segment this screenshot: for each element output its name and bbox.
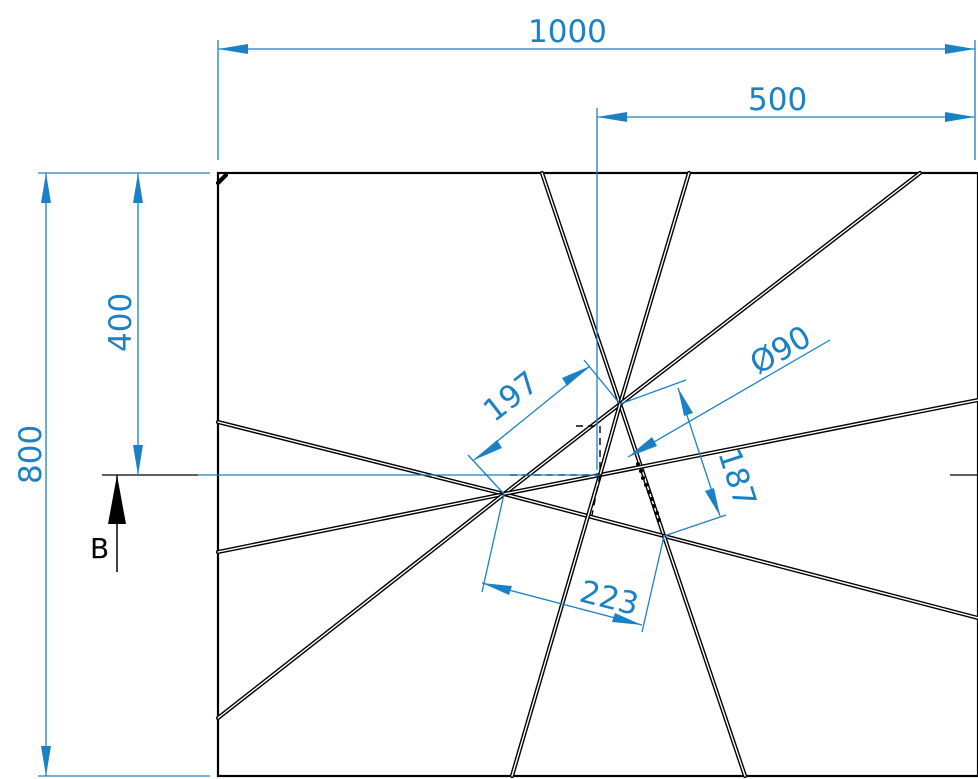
cut-line-bottom-left <box>215 491 507 721</box>
dim-overall-height-text: 800 <box>13 425 49 484</box>
dim-overall-height: 800 <box>13 172 210 777</box>
weld-bead <box>636 462 661 522</box>
dim-half-height-text: 400 <box>103 293 139 352</box>
cut-line-top-center <box>617 170 692 407</box>
cut-line-bottom-mid <box>509 472 603 779</box>
cut-line-top-right <box>617 170 923 407</box>
cut-line-bottom-center <box>661 533 748 779</box>
cut-line-right-upper <box>501 397 978 497</box>
cut-line-left-upper <box>215 419 507 497</box>
dim-half-width-text: 500 <box>748 82 807 118</box>
cut-line-right-lower <box>661 533 978 621</box>
dim-side-187-text: 187 <box>710 444 763 511</box>
section-marker: B <box>90 475 126 572</box>
cut-line-left-lower <box>215 491 507 555</box>
cut-line-top-left <box>539 170 623 407</box>
cut-line-triangle-top-left <box>501 401 623 497</box>
dim-overall-width: 1000 <box>217 14 976 160</box>
dim-overall-width-text: 1000 <box>528 14 607 50</box>
dim-half-height: 400 <box>103 173 143 475</box>
cut-line-inner <box>597 401 623 478</box>
hidden-lines <box>510 425 601 516</box>
dim-side-223-text: 223 <box>576 574 642 623</box>
corner-stub <box>215 172 229 186</box>
cut-line-triangle-bottom <box>501 491 667 539</box>
radial-cut-lines <box>215 170 978 779</box>
dim-diameter-text: Ø90 <box>744 319 817 382</box>
dim-side-197-text: 197 <box>477 365 546 430</box>
dim-half-width: 500 <box>596 82 975 470</box>
section-label: B <box>90 532 109 565</box>
